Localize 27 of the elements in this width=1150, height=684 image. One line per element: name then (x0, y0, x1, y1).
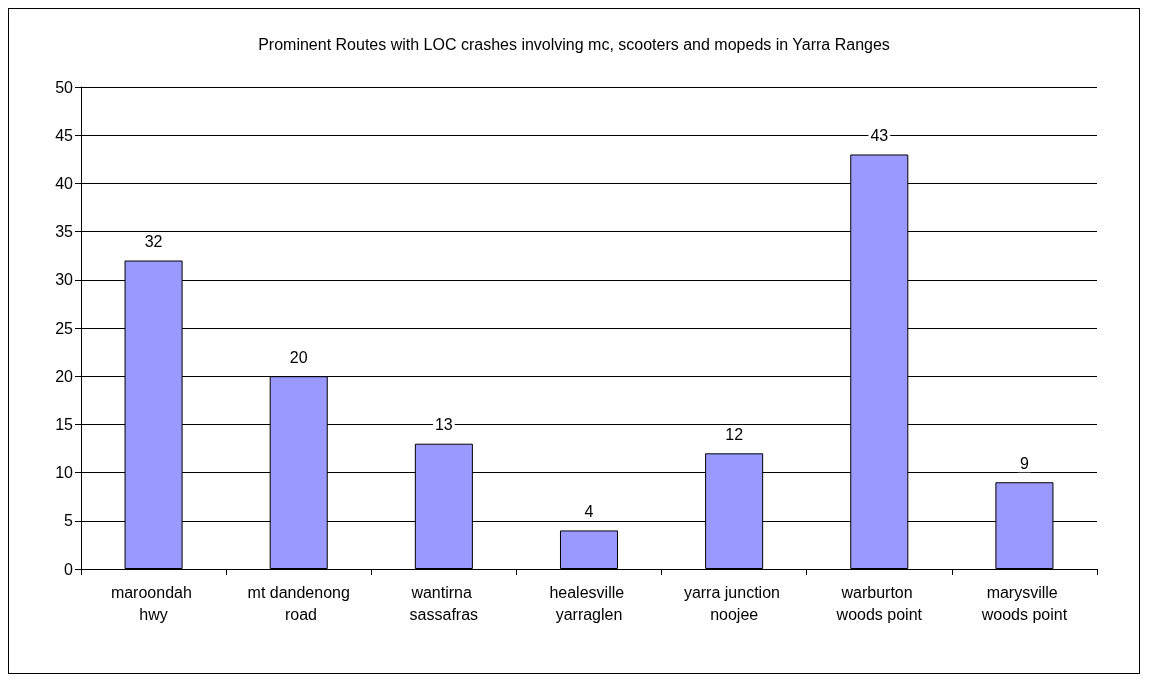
data-label: 32 (144, 233, 163, 251)
chart-title: Prominent Routes with LOC crashes involving mc, scooters and mopeds in Yarra Ranges (258, 35, 890, 53)
y-tick-label: 45 (55, 126, 74, 144)
data-label: 13 (434, 416, 453, 434)
x-tick-label: marysville woods point (980, 583, 1068, 623)
x-tick-label: yarra junction noojee (683, 583, 785, 623)
data-label: 4 (584, 502, 594, 520)
bar (559, 530, 619, 569)
data-label: 20 (289, 348, 308, 366)
x-tick-label: healesville yarraglen (549, 583, 629, 623)
data-label: 9 (1019, 454, 1029, 472)
x-tick-label: maroondah hwy (110, 583, 197, 623)
x-tick-label: mt dandenong road (247, 583, 350, 623)
y-tick-label: 20 (55, 367, 74, 385)
y-tick-label: 10 (55, 464, 74, 482)
y-tick-label: 25 (55, 319, 74, 337)
x-tick-label: warburton woods point (835, 583, 923, 623)
y-tick-label: 35 (55, 223, 74, 241)
data-label: 43 (870, 126, 889, 144)
y-tick-label: 5 (64, 512, 74, 530)
y-tick-label: 30 (55, 271, 74, 289)
x-tick-label: wantirna sassafras (409, 583, 479, 623)
y-tick-label: 0 (64, 560, 74, 578)
y-tick-label: 50 (55, 78, 74, 96)
data-label: 12 (725, 425, 744, 443)
y-tick-label: 40 (55, 174, 74, 192)
y-tick-label: 15 (55, 415, 74, 433)
